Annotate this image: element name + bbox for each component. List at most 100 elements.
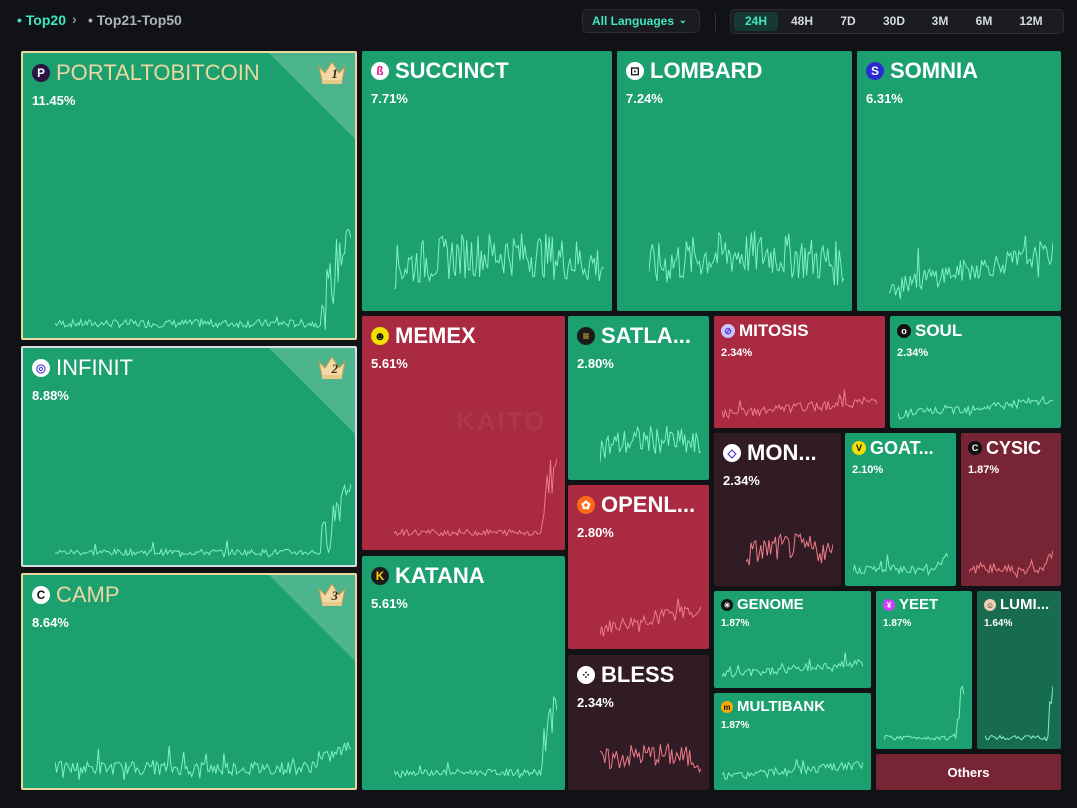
tile-mitosis[interactable]: ⊘ MITOSIS 2.34% bbox=[714, 316, 885, 428]
camp-icon: C bbox=[32, 586, 50, 604]
crown-icon bbox=[317, 59, 347, 90]
tile-yeet[interactable]: ¥ YEET 1.87% bbox=[876, 591, 972, 749]
rank-number: 1 bbox=[331, 66, 339, 81]
tile-infinit[interactable]: ◎ INFINIT 8.88% 2 bbox=[21, 346, 357, 567]
tile-name: PORTALTOBITCOIN bbox=[56, 60, 260, 85]
others-label: Others bbox=[947, 764, 990, 780]
memex-icon: ☻ bbox=[371, 327, 389, 345]
tile-memex[interactable]: ☻ MEMEX 5.61% bbox=[362, 316, 565, 550]
tile-share: 2.34% bbox=[897, 347, 929, 359]
period-3m-button[interactable]: 3M bbox=[931, 14, 949, 28]
soul-icon: o bbox=[897, 324, 911, 338]
tile-others[interactable]: Others bbox=[876, 754, 1061, 790]
tile-share: 11.45% bbox=[32, 93, 76, 108]
somnia-icon: S bbox=[866, 62, 884, 80]
tile-katana[interactable]: K KATANA 5.61% bbox=[362, 556, 565, 790]
tile-name: MON... bbox=[747, 440, 817, 465]
language-dropdown-label: All Languages bbox=[592, 14, 675, 28]
period-selector: 24H 48H 7D 30D 3M 6M 12M bbox=[730, 9, 1064, 34]
tile-somnia[interactable]: S SOMNIA 6.31% bbox=[857, 51, 1061, 311]
lombard-icon: ⊡ bbox=[626, 62, 644, 80]
tile-cysic[interactable]: C CYSIC 1.87% bbox=[961, 433, 1061, 586]
tile-succinct[interactable]: ß SUCCINCT 7.71% bbox=[362, 51, 612, 311]
crown-icon bbox=[317, 581, 347, 612]
breadcrumb-top21-50[interactable]: • Top21-Top50 bbox=[88, 12, 182, 28]
sparkline-path bbox=[600, 742, 701, 773]
openledger-icon: ✿ bbox=[577, 496, 595, 514]
genome-icon: ✳ bbox=[721, 599, 733, 611]
tile-satla[interactable]: ≡ SATLA... 2.80% bbox=[568, 316, 709, 480]
sparkline-path bbox=[55, 228, 351, 330]
activity-sparkline bbox=[55, 483, 351, 557]
tile-multibank[interactable]: m MULTIBANK 1.87% bbox=[714, 693, 871, 790]
tile-name: INFINIT bbox=[56, 355, 133, 380]
tile-openl[interactable]: ✿ OPENL... 2.80% bbox=[568, 485, 709, 649]
tile-share: 2.10% bbox=[852, 464, 884, 476]
mitosis-icon: ⊘ bbox=[721, 324, 735, 338]
tile-share: 1.64% bbox=[984, 618, 1013, 629]
multibank-icon: m bbox=[721, 701, 733, 713]
sparkline-path bbox=[898, 395, 1053, 420]
tile-share: 1.87% bbox=[721, 618, 750, 629]
sparkline-path bbox=[55, 483, 351, 557]
sparkline-path bbox=[853, 553, 948, 577]
period-48h-button[interactable]: 48H bbox=[790, 14, 813, 28]
period-7d-button[interactable]: 7D bbox=[840, 14, 856, 28]
activity-sparkline bbox=[55, 228, 351, 330]
activity-sparkline bbox=[394, 233, 604, 289]
activity-sparkline bbox=[722, 652, 863, 679]
breadcrumb-top21-50-label: Top21-Top50 bbox=[96, 12, 182, 28]
tile-name: YEET bbox=[899, 596, 939, 613]
sparkline-path bbox=[55, 741, 351, 780]
tile-bless[interactable]: ⁘ BLESS 2.34% bbox=[568, 655, 709, 790]
tile-mon[interactable]: ◇ MON... 2.34% bbox=[714, 433, 841, 586]
tile-name: MITOSIS bbox=[739, 321, 809, 340]
tile-share: 1.87% bbox=[883, 618, 912, 629]
activity-sparkline bbox=[889, 235, 1053, 299]
period-24h-button[interactable]: 24H bbox=[734, 12, 778, 31]
breadcrumb-top20[interactable]: • Top20 bbox=[17, 12, 66, 28]
tile-share: 1.87% bbox=[721, 720, 750, 731]
sparkline-path bbox=[969, 550, 1053, 578]
tile-soul[interactable]: o SOUL 2.34% bbox=[890, 316, 1061, 428]
tile-lombard[interactable]: ⊡ LOMBARD 7.24% bbox=[617, 51, 852, 311]
tile-share: 5.61% bbox=[371, 596, 408, 611]
sparkline-path bbox=[746, 533, 833, 566]
activity-sparkline bbox=[969, 550, 1053, 578]
sparkline-path bbox=[600, 598, 701, 636]
activity-sparkline bbox=[746, 533, 833, 566]
tile-lumi[interactable]: ☺ LUMI... 1.64% bbox=[977, 591, 1061, 749]
tile-name: SOUL bbox=[915, 321, 963, 340]
tile-share: 2.80% bbox=[577, 525, 614, 540]
yeet-icon: ¥ bbox=[883, 599, 895, 611]
sparkline-path bbox=[394, 696, 557, 778]
tile-name: KATANA bbox=[395, 563, 485, 588]
period-12m-button[interactable]: 12M bbox=[1019, 14, 1043, 28]
tile-portaltobitcoin[interactable]: P PORTALTOBITCOIN 11.45% 1 bbox=[21, 51, 357, 340]
period-6m-button[interactable]: 6M bbox=[975, 14, 993, 28]
activity-sparkline bbox=[985, 685, 1053, 741]
tile-name: SOMNIA bbox=[890, 58, 978, 83]
lumi-icon: ☺ bbox=[984, 599, 996, 611]
tile-name: MEMEX bbox=[395, 323, 476, 348]
tile-genome[interactable]: ✳ GENOME 1.87% bbox=[714, 591, 871, 688]
tile-share: 7.24% bbox=[626, 91, 663, 106]
cysic-icon: C bbox=[968, 441, 982, 455]
goat-icon: V bbox=[852, 441, 866, 455]
language-dropdown[interactable]: All Languages ⌄ bbox=[582, 9, 700, 33]
tile-name: LOMBARD bbox=[650, 58, 763, 83]
tile-name: CAMP bbox=[56, 582, 120, 607]
activity-sparkline bbox=[600, 742, 701, 773]
tile-name: GOAT... bbox=[870, 438, 934, 458]
tile-share: 1.87% bbox=[968, 464, 1000, 476]
tile-share: 8.64% bbox=[32, 615, 69, 630]
period-30d-button[interactable]: 30D bbox=[882, 14, 905, 28]
tile-name: SUCCINCT bbox=[395, 58, 509, 83]
tile-goat[interactable]: V GOAT... 2.10% bbox=[845, 433, 956, 586]
activity-sparkline bbox=[853, 553, 948, 577]
rank-number: 3 bbox=[331, 588, 339, 603]
activity-sparkline bbox=[55, 741, 351, 780]
tile-camp[interactable]: C CAMP 8.64% 3 bbox=[21, 573, 357, 790]
tile-share: 5.61% bbox=[371, 356, 408, 371]
chevron-right-icon: › bbox=[72, 11, 77, 27]
